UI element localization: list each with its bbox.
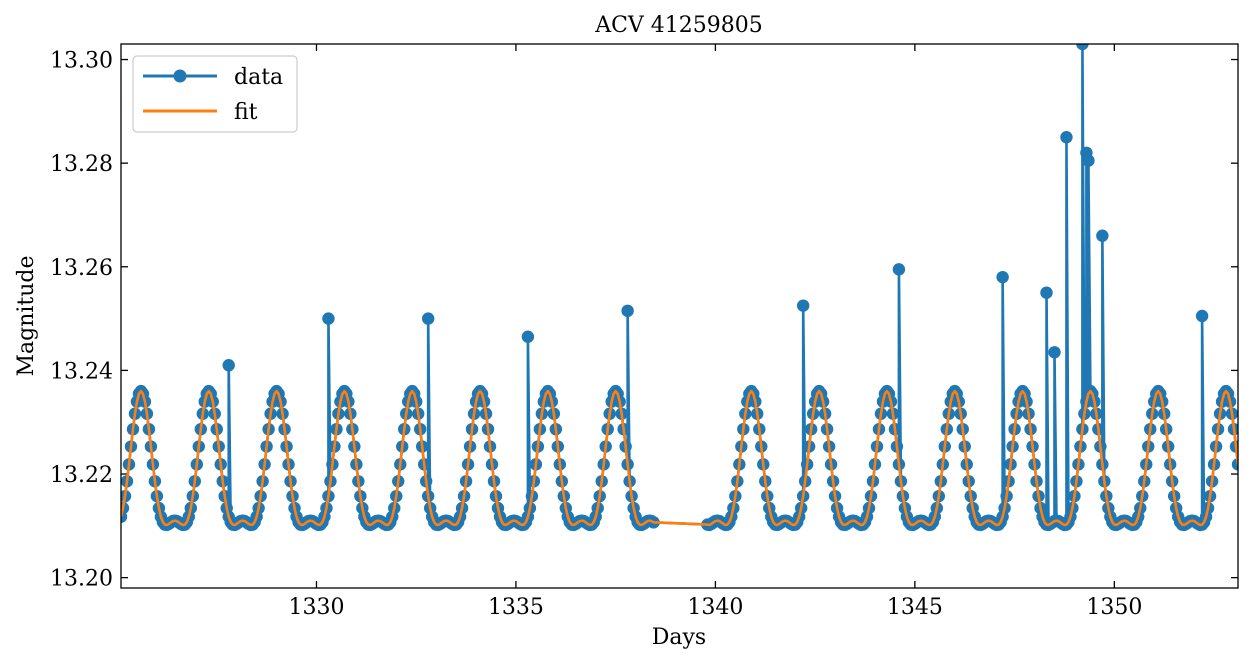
y-tick-label: 13.28 [50,152,113,177]
data-point [996,270,1009,284]
data-point [796,299,810,312]
x-tick-label: 1330 [288,595,344,620]
x-tick-label: 1335 [488,595,544,620]
data-point [1195,309,1209,323]
legend-data-label: data [234,65,283,90]
data-point [1048,346,1061,359]
series-data [121,44,1238,532]
data-point [1096,229,1109,242]
legend-data-marker [173,69,187,83]
data-point [1060,131,1073,144]
legend: data fit [132,55,298,133]
x-tick-label: 1345 [887,595,943,620]
data-point [222,359,235,372]
x-tick-label: 1350 [1086,595,1142,620]
y-tick-label: 13.20 [50,567,113,592]
data-point [621,304,634,318]
data-point [421,312,435,325]
legend-fit-label: fit [234,100,258,125]
x-axis-ticks: 1330 1335 1340 1345 1350 [288,44,1142,620]
x-tick-label: 1340 [687,595,743,620]
x-axis-label: Days [652,625,706,650]
fit-series-line [121,389,1238,527]
plot-frame [120,43,1239,589]
data-point [1040,286,1053,299]
data-point [521,330,535,343]
data-point [1082,154,1095,167]
data-point [322,312,335,325]
y-axis-label: Magnitude [14,255,39,376]
y-tick-label: 13.30 [50,49,113,74]
y-tick-label: 13.26 [50,256,113,281]
data-point [1076,44,1089,51]
series-fit [121,389,1238,527]
y-tick-label: 13.24 [50,359,113,384]
plot-area [121,44,1238,532]
y-axis-ticks: 13.20 13.22 13.24 13.26 13.28 13.30 [50,49,1238,592]
chart-title: ACV 41259805 [594,13,763,38]
y-tick-label: 13.22 [50,463,113,488]
data-point [892,263,906,276]
